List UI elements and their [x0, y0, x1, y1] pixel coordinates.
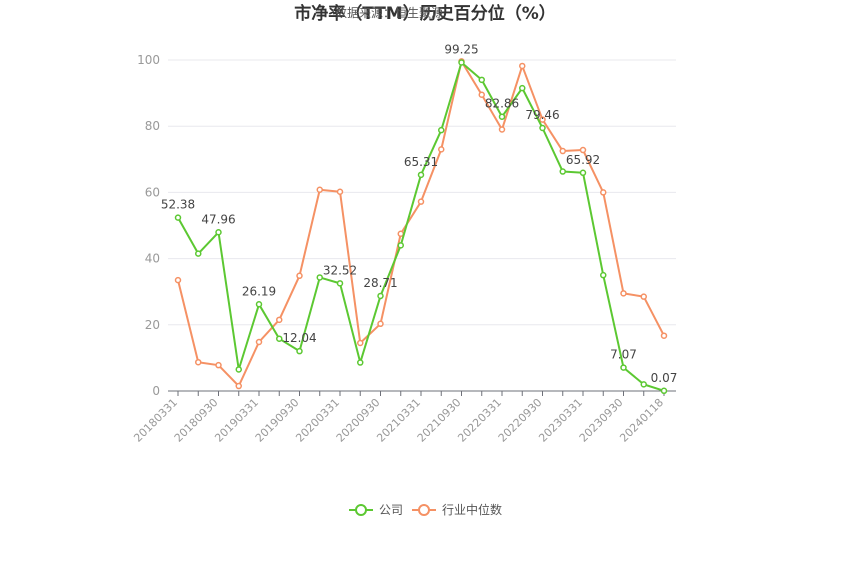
x-tick-label: 20240118 [617, 396, 666, 445]
data-point[interactable] [377, 320, 384, 328]
series-line [177, 60, 665, 388]
data-point[interactable] [357, 359, 364, 366]
data-label: 99.25 [444, 42, 478, 56]
data-point[interactable] [174, 214, 182, 221]
y-tick-label: 0 [152, 384, 160, 398]
legend-marker [418, 504, 430, 516]
data-point[interactable] [640, 293, 647, 300]
data-point[interactable] [438, 146, 445, 153]
data-point[interactable] [498, 126, 506, 133]
data-point[interactable] [397, 230, 404, 238]
y-axis: 0 20 40 60 80 100 [137, 53, 160, 398]
data-labels: 52.38 47.96 26.19 12.04 32.52 28.71 65.31 99.25… [161, 42, 678, 384]
y-tick-label: 20 [145, 318, 160, 332]
data-point[interactable] [195, 250, 202, 257]
data-point[interactable] [377, 292, 384, 300]
data-label: 65.31 [404, 155, 438, 169]
data-point[interactable] [539, 124, 546, 132]
data-label: 32.52 [323, 263, 357, 277]
y-tick-label: 40 [145, 252, 160, 266]
data-point[interactable] [316, 186, 323, 194]
data-point[interactable] [458, 59, 465, 66]
data-point[interactable] [559, 168, 566, 175]
data-point[interactable] [174, 276, 182, 284]
data-point[interactable] [255, 301, 263, 308]
data-point[interactable] [660, 332, 668, 339]
data-point[interactable] [397, 242, 404, 249]
data-point[interactable] [276, 335, 283, 342]
legend-item-0[interactable]: 公司 [349, 503, 403, 517]
series-layer [174, 58, 668, 395]
data-point[interactable] [620, 364, 627, 371]
data-point[interactable] [417, 198, 425, 205]
legend-label: 行业中位数 [442, 502, 502, 517]
data-point[interactable] [417, 171, 425, 179]
data-point[interactable] [235, 366, 242, 373]
y-tick-label: 80 [145, 119, 160, 133]
data-label: 26.19 [242, 284, 276, 298]
series-1 [174, 58, 668, 390]
data-point[interactable] [276, 316, 283, 324]
data-label: 79.46 [525, 108, 559, 122]
data-label: 12.04 [282, 331, 316, 345]
data-point[interactable] [579, 169, 587, 177]
series-line [177, 61, 665, 392]
data-point[interactable] [620, 290, 627, 297]
legend[interactable]: 公司 行业中位数 [349, 502, 502, 517]
data-point[interactable] [600, 189, 607, 196]
x-axis: 2018033120180930201903312019093020200331… [131, 390, 676, 445]
data-point[interactable] [519, 62, 526, 70]
data-point[interactable] [296, 272, 303, 280]
data-label: 28.71 [363, 276, 397, 290]
data-point[interactable] [539, 116, 546, 123]
data-point[interactable] [336, 188, 344, 195]
data-label: 47.96 [201, 212, 235, 226]
data-point[interactable] [498, 113, 506, 120]
data-point[interactable] [235, 382, 242, 390]
y-tick-label: 100 [137, 53, 160, 67]
legend-item-1[interactable]: 行业中位数 [412, 502, 502, 517]
data-point[interactable] [600, 271, 607, 279]
data-point[interactable] [478, 91, 485, 99]
data-label: 82.86 [485, 97, 519, 111]
data-point[interactable] [255, 338, 263, 346]
data-point[interactable] [296, 347, 303, 355]
data-point[interactable] [316, 274, 323, 281]
data-point[interactable] [438, 126, 445, 134]
y-tick-label: 60 [145, 185, 160, 199]
chart-subtitle: 数据来源：恒生聚源 [335, 5, 443, 20]
data-label: 7.07 [610, 348, 637, 362]
data-point[interactable] [336, 280, 344, 287]
data-point[interactable] [519, 84, 526, 92]
series-0 [174, 59, 668, 395]
data-label: 0.07 [651, 371, 678, 385]
data-point[interactable] [195, 358, 202, 366]
data-label: 65.92 [566, 153, 600, 167]
data-point[interactable] [559, 147, 566, 155]
chart-title: 市净率（TTM）历史百分位（%） [294, 3, 556, 24]
legend-label: 公司 [379, 503, 403, 517]
data-point[interactable] [215, 229, 222, 236]
data-point[interactable] [660, 387, 668, 395]
data-point[interactable] [579, 146, 587, 154]
data-label: 52.38 [161, 198, 195, 212]
legend-marker [355, 504, 367, 516]
grid-lines [168, 59, 676, 326]
data-point[interactable] [640, 381, 647, 388]
data-point[interactable] [478, 76, 485, 84]
data-point[interactable] [357, 339, 364, 347]
data-point[interactable] [215, 361, 222, 369]
